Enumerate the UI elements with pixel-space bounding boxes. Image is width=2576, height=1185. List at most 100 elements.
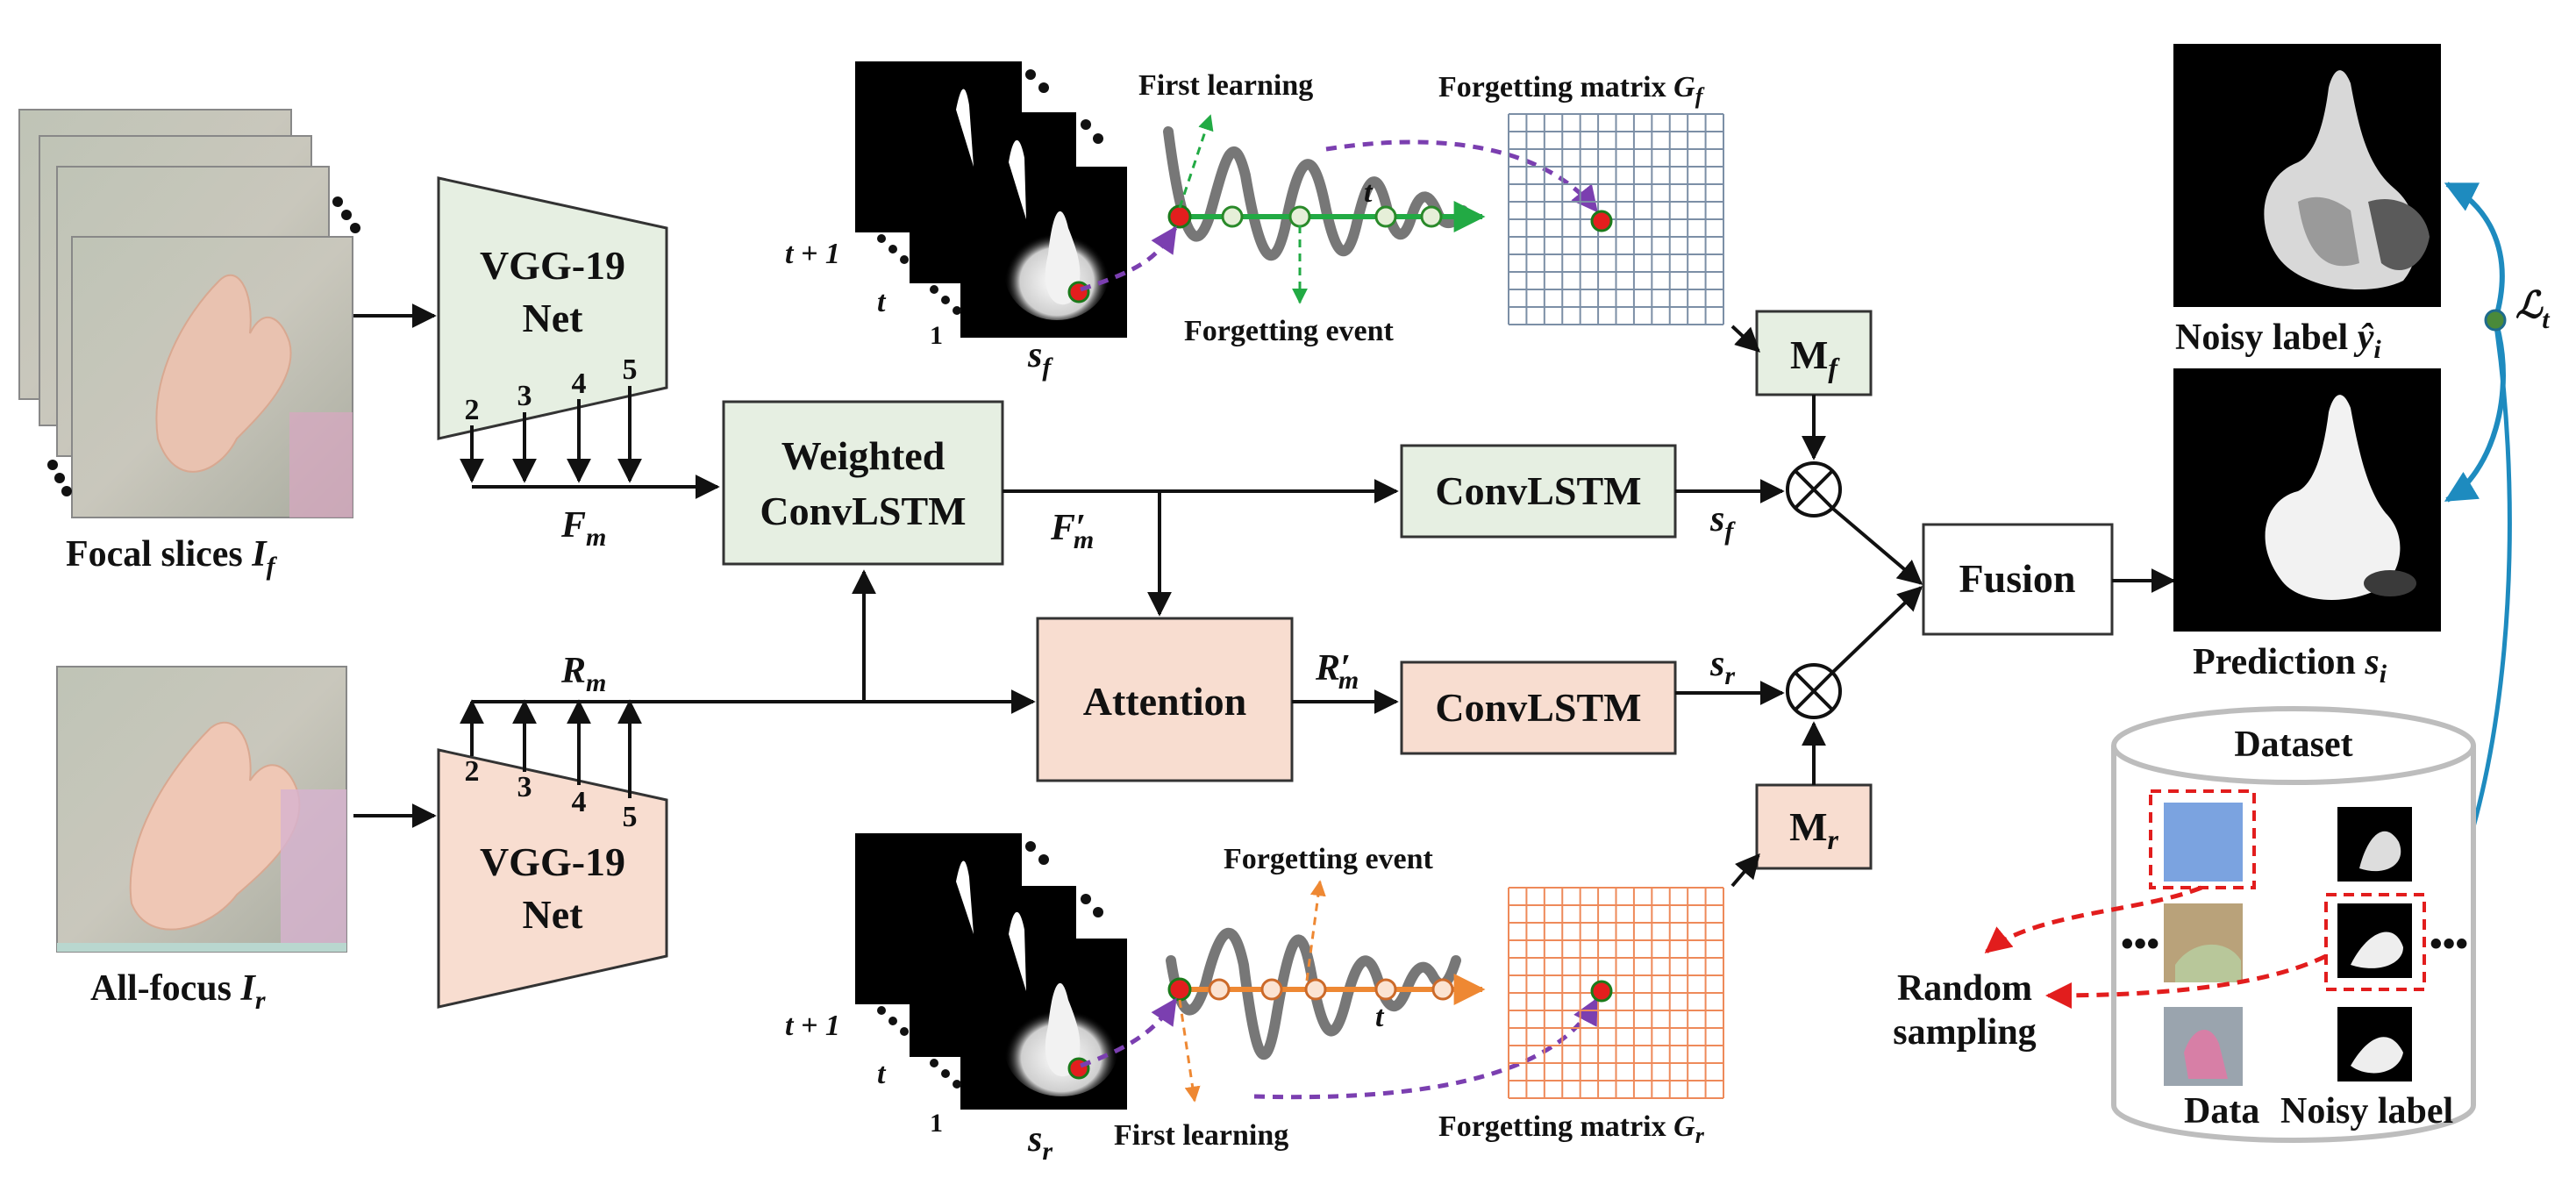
bottom-forgetting-arrow	[1305, 880, 1326, 982]
bottom-saliency-stack	[855, 833, 1127, 1110]
top-stack-label-t: t	[877, 286, 887, 318]
loss-arrow-to-noisy	[2444, 182, 2505, 321]
bottom-stack-label-t1: t + 1	[785, 1010, 840, 1042]
fusion-label: Fusion	[1959, 556, 2076, 601]
bottom-stack-caption: sr	[1027, 1119, 1053, 1166]
dataset-title: Dataset	[2234, 725, 2352, 765]
arrow-top-to-fusion	[1831, 507, 1923, 585]
top-first-learning-label: First learning	[1138, 69, 1313, 102]
rm-label: Rm	[560, 651, 606, 697]
bottom-forgetting-matrix	[1508, 887, 1724, 1099]
top-matrix-title: Forgetting matrix Gf	[1438, 71, 1705, 109]
bottom-stack-label-t: t	[877, 1058, 887, 1090]
multiply-top-icon	[1786, 461, 1842, 518]
bottom-t-label: t	[1375, 1001, 1385, 1033]
top-stack-label-t1: t + 1	[785, 238, 840, 270]
mr-box	[1755, 783, 1873, 870]
vgg-top-taps	[460, 386, 720, 499]
random-sampling-arrow-2	[2045, 953, 2328, 1009]
fusion-box	[1922, 523, 2114, 636]
focal-slices-stack	[18, 109, 360, 518]
convlstm-top-box	[1400, 444, 1677, 539]
dataset-ellipsis-right: •••	[2430, 924, 2468, 965]
top-t-label: t	[1364, 176, 1374, 209]
vgg-bottom-tap-2: 2	[465, 755, 480, 788]
vgg-bottom-tap-5: 5	[623, 801, 638, 833]
vgg-bottom-tap-3: 3	[517, 771, 532, 803]
top-stack-caption: sf	[1027, 335, 1053, 382]
attention-label: Attention	[1083, 679, 1247, 724]
multiply-bottom-icon	[1786, 663, 1842, 719]
random-sampling-line2: sampling	[1893, 1012, 2036, 1053]
bottom-forgetting-event-label: Forgetting event	[1224, 843, 1434, 875]
random-sampling-line1: Random	[1897, 968, 2032, 1009]
allfocus-photo	[56, 666, 347, 953]
fm-prime-arrows	[1003, 479, 1399, 617]
fm-label: Fm	[560, 505, 606, 552]
bottom-matrix-title: Forgetting matrix Gr	[1438, 1110, 1705, 1148]
convlstm-bottom-label: ConvLSTM	[1435, 685, 1641, 730]
convlstm-bottom-box	[1400, 660, 1677, 755]
sr-label: sr	[1709, 644, 1735, 690]
top-oscillation-curve	[1163, 126, 1468, 261]
vgg-top-block	[437, 176, 668, 440]
sf-label: sf	[1709, 499, 1736, 546]
vgg-bottom-block	[437, 748, 668, 1009]
top-first-learning-arrow	[1178, 114, 1214, 209]
bottom-purple-link-2	[1253, 997, 1599, 1100]
bottom-axis-markers	[1208, 978, 1454, 1001]
vgg-top-tap-5: 5	[623, 353, 638, 386]
bottom-first-learning-arrow	[1178, 999, 1201, 1103]
allfocus-caption: All-focus Ir	[90, 968, 266, 1015]
rm-prime-label: R′m	[1315, 648, 1359, 695]
top-stack-label-1: 1	[930, 321, 943, 350]
bottom-first-learning-label: First learning	[1114, 1119, 1288, 1152]
arrow-grid-to-mr	[1730, 853, 1760, 888]
top-forgetting-event-label: Forgetting event	[1184, 315, 1395, 347]
mr-label: Mr	[1789, 804, 1838, 855]
sample-highlight-label	[2324, 893, 2426, 991]
attention-box	[1036, 617, 1294, 782]
top-purple-link-1	[1080, 225, 1178, 292]
prediction-caption: Prediction si	[2193, 642, 2387, 689]
dataset-col-data: Data	[2184, 1091, 2259, 1131]
dataset-ellipsis-left: •••	[2121, 924, 2159, 965]
top-axis-markers	[1221, 205, 1443, 228]
vgg-top-tap-2: 2	[465, 394, 480, 426]
fm-prime-label: F′m	[1050, 508, 1094, 554]
dataset-thumbnails	[2164, 803, 2412, 1086]
loss-arrow-to-prediction	[2444, 319, 2506, 503]
top-purple-link-2	[1325, 139, 1598, 213]
top-saliency-stack	[855, 61, 1127, 338]
weighted-line1: Weighted	[781, 433, 945, 478]
vgg-top-line1: VGG-19	[480, 243, 625, 288]
convlstm-top-label: ConvLSTM	[1435, 468, 1641, 513]
top-forgetting-matrix	[1508, 113, 1724, 325]
vgg-bottom-line1: VGG-19	[480, 839, 625, 884]
vgg-bottom-line2: Net	[523, 892, 584, 937]
vgg-bottom-taps	[460, 569, 1036, 798]
bottom-stack-label-1: 1	[930, 1109, 943, 1138]
arrow-grid-to-mf	[1730, 325, 1761, 353]
dataset-col-noisy: Noisy label	[2280, 1091, 2453, 1131]
bottom-purple-link-1	[1080, 997, 1178, 1068]
noisy-caption: Noisy label ŷi	[2175, 318, 2381, 364]
prediction-image	[2173, 368, 2441, 632]
vgg-top-tap-3: 3	[517, 380, 532, 412]
loss-node-icon	[2484, 309, 2507, 332]
weighted-convlstm-box	[722, 400, 1004, 566]
focal-caption: Focal slices If	[66, 534, 278, 581]
random-sampling-arrow-1	[1984, 885, 2202, 953]
noisy-label-image	[2173, 44, 2441, 307]
weighted-line2: ConvLSTM	[760, 489, 966, 533]
top-matrix-marker	[1590, 210, 1613, 232]
bottom-matrix-marker	[1590, 980, 1613, 1003]
vgg-bottom-tap-4: 4	[572, 786, 587, 818]
arrow-bottom-to-fusion	[1831, 586, 1923, 674]
vgg-top-tap-4: 4	[572, 368, 587, 400]
vgg-top-line2: Net	[523, 296, 584, 340]
sample-highlight-data	[2149, 789, 2256, 889]
mf-label: Mf	[1790, 332, 1840, 383]
